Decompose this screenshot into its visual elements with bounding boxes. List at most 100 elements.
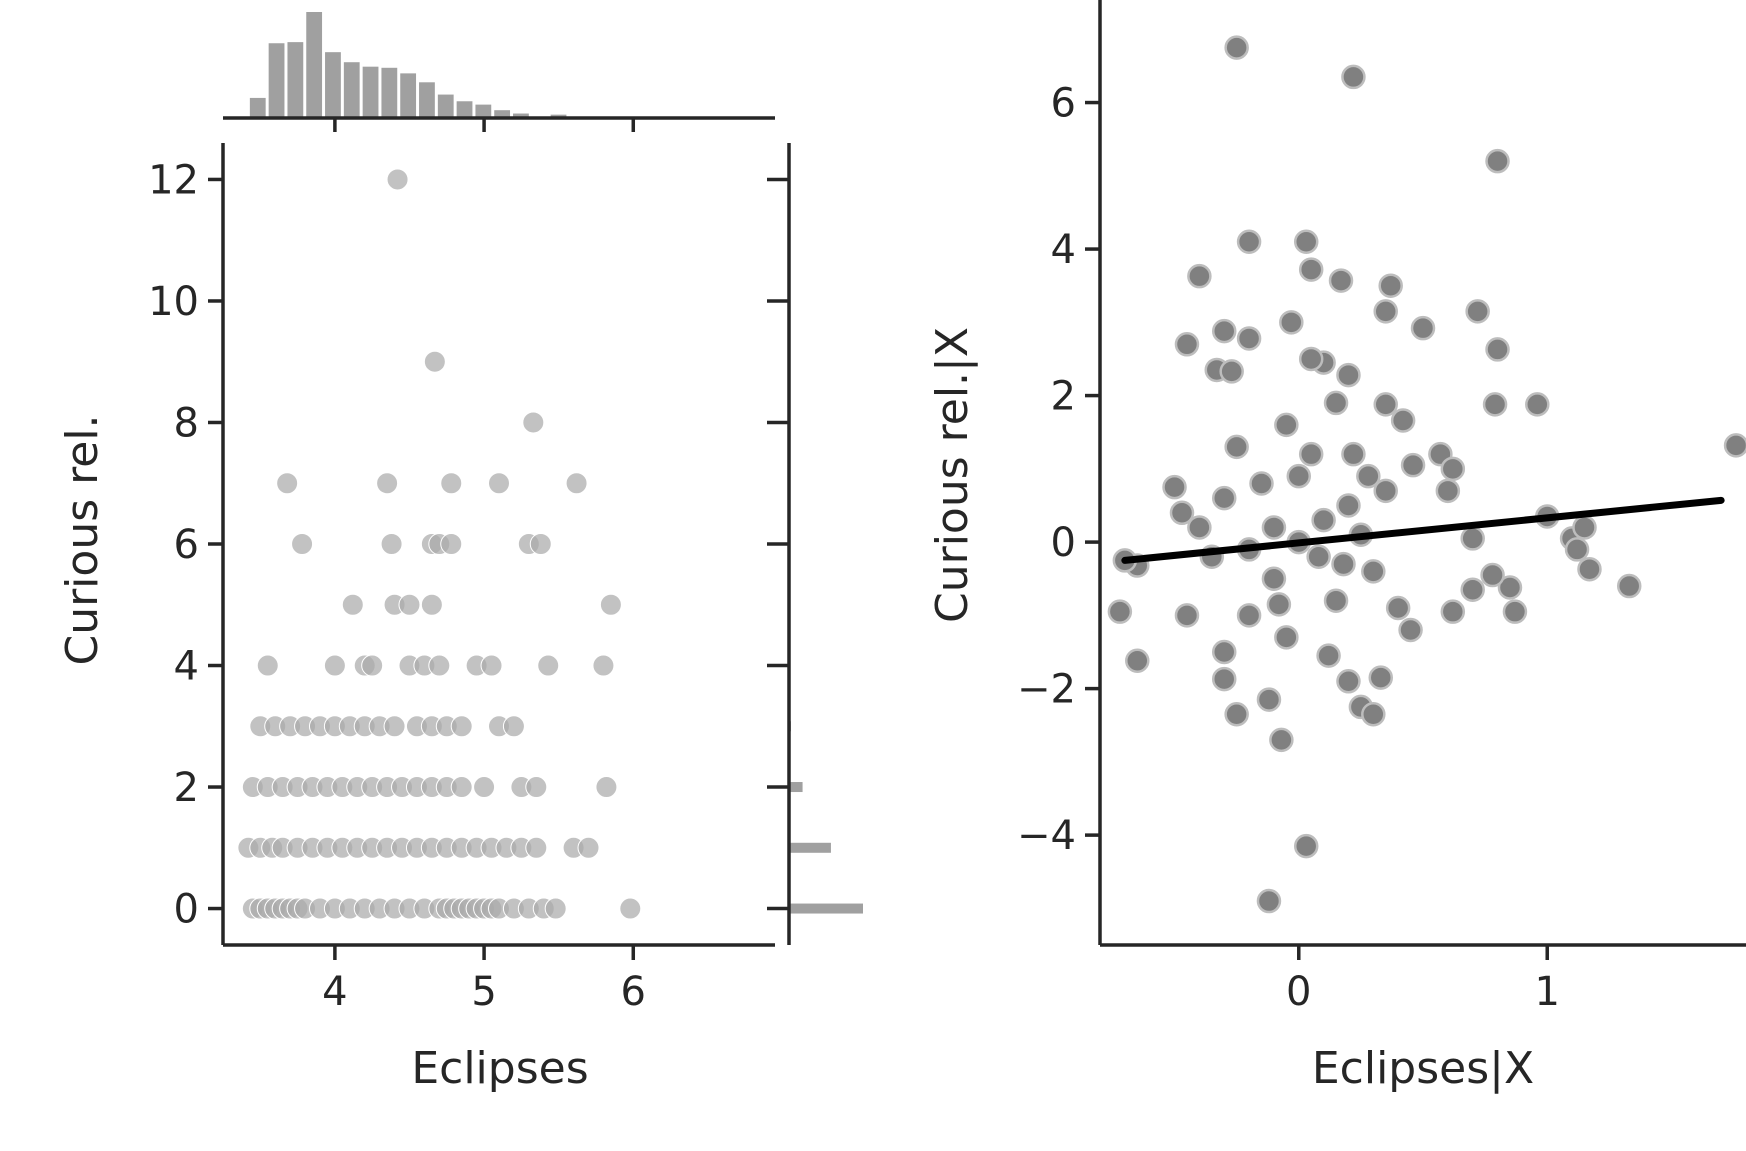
partial-point-31 (1497, 575, 1523, 600)
partial-point-86 (1286, 463, 1312, 489)
partial-point-47 (1211, 666, 1237, 692)
marginal-x-bar-9 (419, 82, 435, 118)
joint-point-116 (522, 411, 545, 434)
joint-point-115 (565, 472, 588, 495)
joint-axes: 0 2 4 6 8 10 12 4 5 6 (148, 143, 775, 1015)
joint-point-71 (595, 776, 618, 799)
partial-point-82 (1274, 625, 1299, 650)
marginal-x-bar-2 (287, 42, 304, 119)
partial-point-66 (1323, 390, 1349, 416)
marginal-x-bar-8 (400, 73, 417, 118)
partial-y-tick-label-1: −2 (1017, 667, 1076, 713)
partial-point-77 (1298, 346, 1324, 372)
partial-point-46 (1125, 648, 1150, 674)
marginal-x-bar-5 (343, 62, 360, 118)
partial-point-73 (1306, 544, 1331, 569)
joint-x-axis-label: Eclipses (411, 1043, 588, 1094)
partial-point-48 (1224, 701, 1249, 727)
partial-regression-plot: −4 −2 0 2 4 6 0 1 Eclipses|X Curious rel.|X (927, 0, 1746, 1094)
marginal-y-bar-2 (789, 782, 803, 793)
marginal-y-bar-0 (789, 903, 863, 914)
marginal-x-bar-6 (362, 66, 379, 118)
joint-point-102 (420, 593, 443, 616)
marginal-x-bar-12 (475, 104, 492, 118)
partial-point-5 (1298, 257, 1324, 282)
joint-point-114 (488, 472, 510, 495)
partial-point-88 (1266, 592, 1292, 617)
joint-y-tick-label-3: 6 (174, 522, 199, 568)
partial-y-tick-label-3: 2 (1051, 374, 1076, 420)
marginal-x-bar-13 (494, 110, 511, 118)
joint-y-tick-label-5: 10 (148, 279, 199, 325)
joint-scatter-points (237, 168, 642, 920)
joint-x-tick-label-2: 6 (621, 969, 646, 1015)
joint-point-103 (599, 593, 622, 616)
partial-point-23 (1525, 392, 1550, 417)
joint-point-81 (383, 715, 406, 738)
partial-point-63 (1249, 471, 1274, 496)
partial-point-55 (1293, 833, 1319, 859)
partial-point-84 (1341, 441, 1366, 467)
partial-point-20 (1373, 392, 1398, 417)
partial-point-18 (1219, 359, 1244, 384)
partial-point-45 (1107, 599, 1133, 624)
partial-point-7 (1328, 268, 1354, 293)
joint-point-98 (592, 654, 615, 677)
partial-point-41 (1162, 474, 1187, 500)
partial-point-35 (1480, 562, 1505, 588)
partial-point-70 (1187, 515, 1212, 540)
joint-y-axis-label: Curious rel. (57, 414, 108, 665)
joint-y-tick-label-6: 12 (148, 157, 199, 203)
partial-point-53 (1361, 701, 1386, 727)
partial-point-0 (1224, 35, 1249, 60)
joint-point-52 (577, 836, 600, 859)
joint-point-85 (450, 715, 473, 738)
partial-point-22 (1482, 392, 1508, 417)
partial-y-axis-label: Curious rel.|X (927, 327, 978, 623)
partial-point-1 (1341, 64, 1366, 90)
partial-point-54 (1368, 665, 1394, 690)
marginal-x-histogram (223, 12, 775, 132)
partial-point-64 (1298, 441, 1324, 467)
joint-point-101 (398, 593, 421, 616)
joint-x-tick-label-0: 4 (322, 969, 347, 1015)
partial-point-14 (1236, 326, 1262, 351)
partial-point-78 (1211, 485, 1237, 511)
joint-point-89 (323, 654, 346, 677)
partial-point-32 (1502, 599, 1528, 624)
partial-point-79 (1398, 617, 1423, 643)
joint-point-91 (361, 654, 384, 677)
marginal-x-bar-4 (325, 52, 341, 118)
partial-point-27 (1572, 515, 1597, 540)
partial-x-tick-label-1: 1 (1535, 969, 1560, 1015)
marginal-x-bar-0 (249, 97, 266, 118)
joint-point-104 (291, 533, 314, 555)
marginal-x-bar-7 (381, 67, 398, 118)
partial-point-58 (1236, 603, 1262, 628)
joint-point-105 (380, 533, 403, 555)
partial-point-38 (1435, 478, 1461, 504)
partial-scatter-points (1107, 35, 1746, 914)
partial-point-4 (1293, 229, 1319, 254)
partial-point-74 (1385, 595, 1411, 621)
joint-point-113 (440, 472, 463, 495)
partial-point-29 (1577, 556, 1602, 582)
partial-point-81 (1373, 478, 1398, 504)
partial-point-10 (1373, 299, 1398, 324)
partial-point-24 (1723, 433, 1746, 458)
partial-point-50 (1269, 727, 1294, 753)
joint-y-tick-label-4: 8 (174, 400, 199, 446)
partial-point-65 (1274, 412, 1299, 438)
partial-point-9 (1465, 299, 1490, 324)
joint-point-112 (376, 472, 399, 495)
partial-point-15 (1485, 337, 1510, 362)
partial-point-72 (1261, 515, 1287, 540)
joint-point-96 (480, 654, 503, 677)
partial-axes: −4 −2 0 2 4 6 0 1 (1017, 0, 1746, 1015)
partial-point-59 (1261, 566, 1287, 591)
partial-point-83 (1316, 643, 1341, 668)
partial-point-8 (1378, 273, 1403, 298)
partial-point-6 (1187, 263, 1212, 289)
partial-point-61 (1311, 507, 1336, 533)
